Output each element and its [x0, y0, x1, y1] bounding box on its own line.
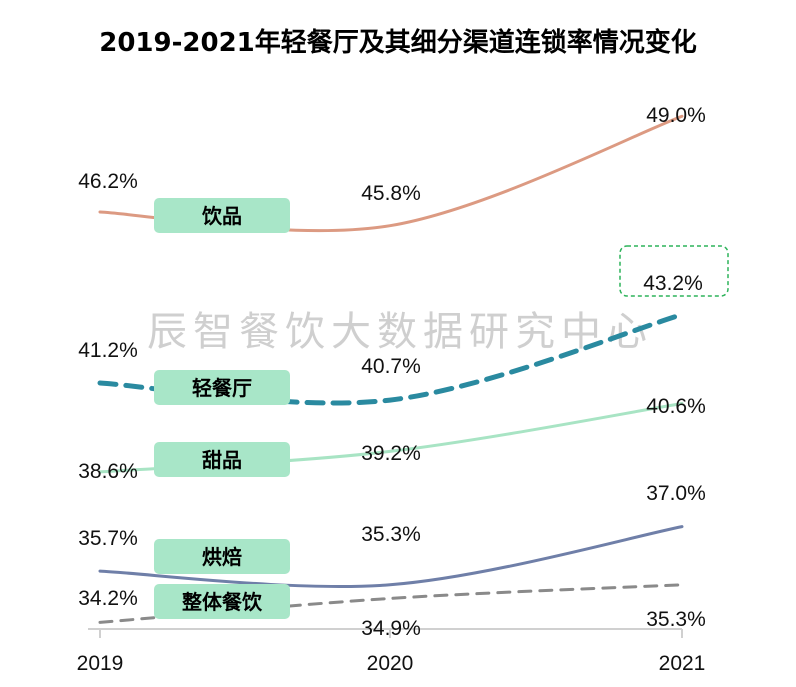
series-name-label: 烘焙 [202, 545, 242, 569]
data-label: 34.2% [78, 587, 138, 610]
series-line [98, 525, 684, 588]
series-name-label: 整体餐饮 [181, 590, 263, 614]
data-label: 45.8% [361, 182, 421, 205]
chart-title: 2019-2021年轻餐厅及其细分渠道连锁率情况变化 [99, 28, 697, 58]
series-5: 34.2% 34.9% 35.3% 整体餐饮 [78, 583, 706, 640]
data-label: 49.0% [646, 104, 706, 127]
data-label: 34.9% [361, 617, 421, 640]
series-name-label: 饮品 [201, 204, 242, 228]
watermark: 辰智餐饮大数据研究中心 [147, 309, 653, 355]
series-name-label: 轻餐厅 [192, 376, 252, 400]
data-label: 37.0% [646, 482, 706, 505]
series-name-box [154, 198, 290, 233]
data-label: 41.2% [78, 339, 138, 362]
series-3: 38.6% 39.2% 40.6% 甜品 [78, 395, 706, 483]
data-label: 43.2% [643, 272, 703, 295]
data-label: 46.2% [78, 170, 138, 193]
x-tick-label: 2021 [659, 652, 706, 675]
highlight-box [619, 245, 729, 297]
series-4: 35.7% 35.3% 37.0% 烘焙 [78, 482, 706, 588]
data-label: 40.7% [361, 355, 421, 378]
series-1: 46.2% 45.8% 49.0% 饮品 [78, 104, 706, 233]
series-name-label: 甜品 [202, 448, 242, 472]
x-tick-label: 2020 [367, 652, 414, 675]
x-axis: 2019 2020 2021 [77, 628, 706, 675]
data-label: 40.6% [646, 395, 706, 418]
series-2: 41.2% 40.7% 43.2% 轻餐厅 [78, 245, 729, 406]
series-name-box [154, 584, 290, 619]
data-label: 35.3% [361, 523, 421, 546]
data-label: 39.2% [361, 442, 421, 465]
x-tick-label: 2019 [77, 652, 124, 675]
data-label: 38.6% [78, 460, 138, 483]
series-name-box [154, 539, 290, 574]
series-name-box [154, 370, 290, 405]
data-label: 35.3% [646, 608, 706, 631]
series-group: 46.2%45.8%49.0%饮品41.2%40.7%43.2%轻餐厅38.6%… [78, 104, 729, 640]
series-name-box [154, 442, 290, 477]
data-label: 35.7% [78, 527, 138, 550]
